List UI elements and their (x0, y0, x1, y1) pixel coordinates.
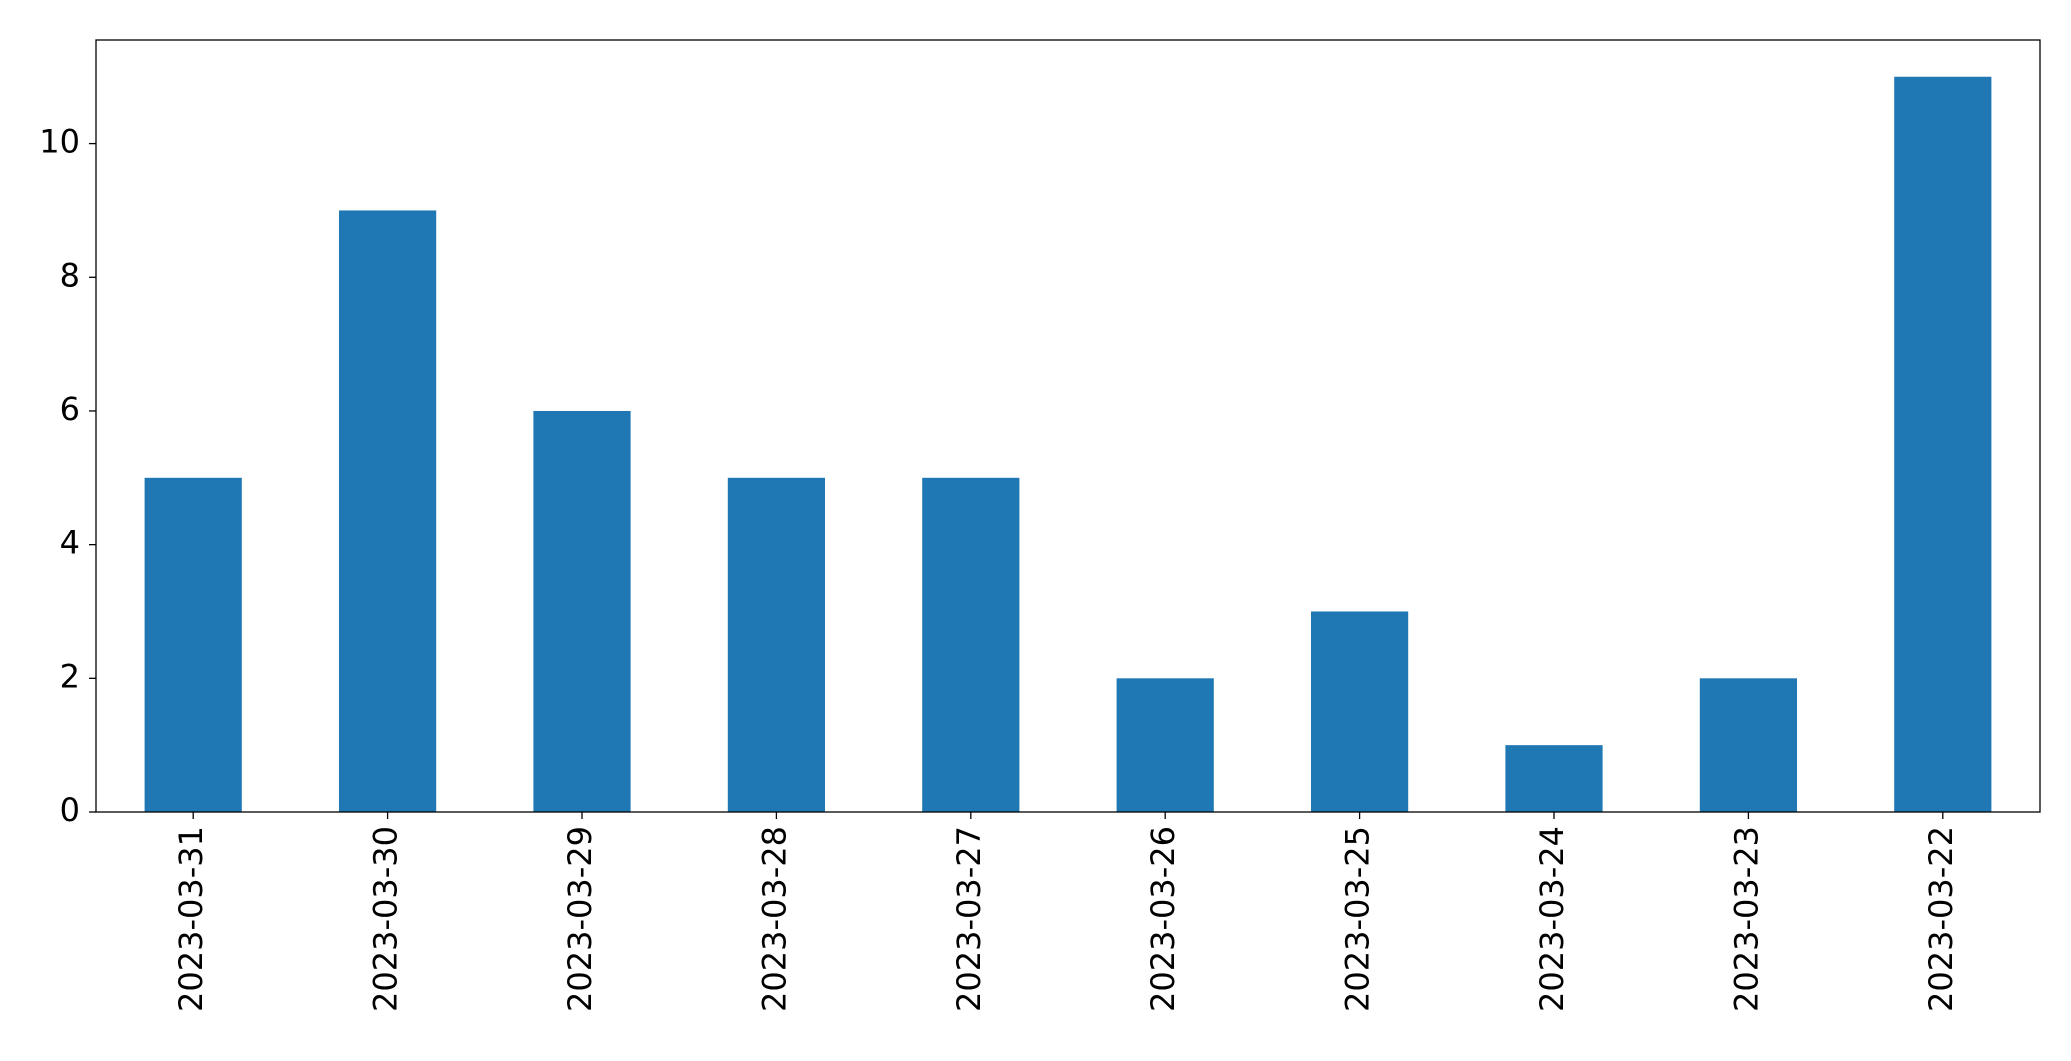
x-tick-label: 2023-03-22 (1922, 826, 1960, 1012)
x-tick-label: 2023-03-29 (561, 826, 599, 1012)
x-tick-label: 2023-03-27 (950, 826, 988, 1012)
bar (533, 410, 631, 812)
x-tick-label: 2023-03-28 (755, 826, 793, 1012)
bar (339, 210, 437, 813)
y-tick-label: 8 (60, 256, 80, 294)
x-tick-label: 2023-03-24 (1533, 826, 1571, 1012)
x-tick-label: 2023-03-25 (1339, 826, 1377, 1012)
bar (1505, 745, 1603, 812)
x-tick-label: 2023-03-31 (172, 826, 210, 1012)
x-tick-label: 2023-03-26 (1144, 826, 1182, 1012)
y-tick-label: 4 (60, 524, 80, 562)
y-tick-label: 0 (60, 791, 80, 829)
bar (727, 477, 825, 812)
plot-frame (95, 39, 2041, 813)
bar (1311, 611, 1409, 812)
x-tick-label: 2023-03-30 (367, 826, 405, 1012)
bar (144, 477, 242, 812)
y-tick-label: 10 (39, 123, 80, 161)
bar (1116, 678, 1214, 812)
y-tick-label: 2 (60, 657, 80, 695)
x-tick-label: 2023-03-23 (1727, 826, 1765, 1012)
bar (1894, 76, 1992, 812)
bar (1699, 678, 1797, 812)
bar (922, 477, 1020, 812)
y-tick-label: 6 (60, 390, 80, 428)
